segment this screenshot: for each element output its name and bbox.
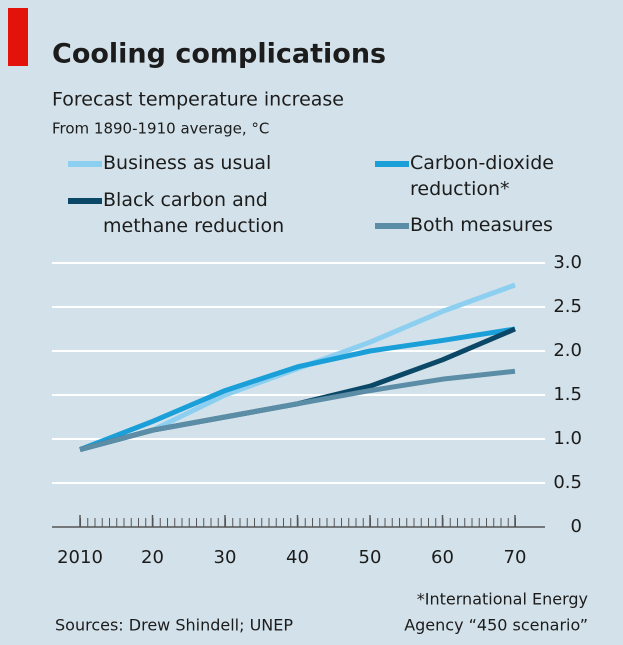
x-tick-label: 70 xyxy=(504,547,527,568)
legend-label: Both measures xyxy=(410,214,553,236)
legend-label: Business as usual xyxy=(103,152,272,174)
legend-swatch xyxy=(68,198,102,204)
y-tick-label: 2.0 xyxy=(553,340,582,361)
y-tick-label: 1.0 xyxy=(553,428,582,449)
x-tick-label: 40 xyxy=(286,547,309,568)
footnote: *International Energy xyxy=(417,590,588,609)
series-line xyxy=(79,326,516,452)
legend-swatch xyxy=(68,161,102,167)
x-tick-label: 20 xyxy=(141,547,164,568)
series-line xyxy=(79,368,516,452)
source: Sources: Drew Shindell; UNEP xyxy=(55,616,293,635)
legend-label: Black carbon and methane reduction xyxy=(103,189,285,237)
footnote: Agency “450 scenario” xyxy=(404,616,588,635)
y-tick-label: 1.5 xyxy=(553,384,582,405)
y-tick-label: 0 xyxy=(571,516,582,537)
red-tag xyxy=(8,8,28,66)
legend-swatch xyxy=(375,161,409,167)
y-tick-label: 0.5 xyxy=(553,472,582,493)
chart-title: Cooling complications xyxy=(52,39,386,70)
x-tick-label: 50 xyxy=(359,547,382,568)
x-tick-label: 30 xyxy=(214,547,237,568)
legend-label: Carbon-dioxide reduction* xyxy=(410,152,554,200)
y-tick-label: 2.5 xyxy=(553,296,582,317)
subtitle: Forecast temperature increase xyxy=(52,89,344,111)
x-tick-label: 60 xyxy=(431,547,454,568)
unit-note: From 1890-1910 average, °C xyxy=(52,120,269,138)
x-tick-label: 2010 xyxy=(57,547,103,568)
legend-swatch xyxy=(375,223,409,229)
y-tick-label: 3.0 xyxy=(553,252,582,273)
